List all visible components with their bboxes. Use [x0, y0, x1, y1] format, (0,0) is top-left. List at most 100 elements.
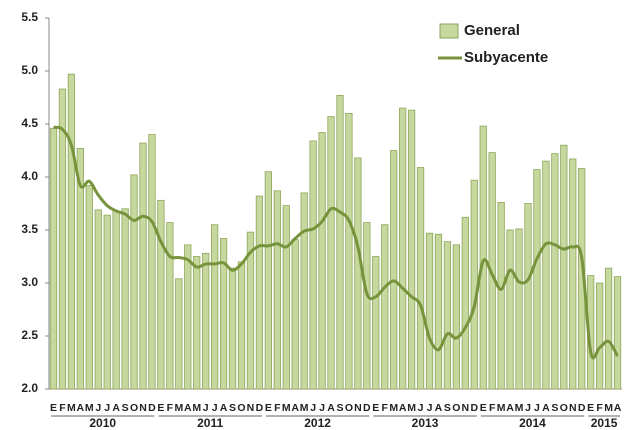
bar — [112, 210, 120, 390]
legend-label: General — [464, 22, 520, 39]
bar — [399, 107, 407, 390]
bar — [533, 169, 541, 390]
x-tick-label: S — [336, 402, 343, 414]
bar — [318, 132, 326, 390]
bar — [416, 167, 425, 390]
bar — [237, 261, 246, 390]
x-tick-label: E — [372, 402, 379, 414]
x-tick-label: D — [256, 402, 264, 414]
x-tick-label: A — [435, 402, 443, 414]
x-tick-label: M — [389, 402, 398, 414]
x-tick-label: O — [560, 402, 568, 414]
x-tick-label: M — [282, 402, 291, 414]
x-tick-label: N — [569, 402, 577, 414]
bar — [372, 256, 380, 390]
bar — [273, 190, 281, 390]
x-tick-label: F — [59, 402, 66, 414]
bar — [175, 278, 183, 390]
x-tick-label: A — [506, 402, 514, 414]
bar — [551, 153, 559, 390]
bar — [139, 142, 147, 390]
x-tick-label: A — [614, 402, 622, 414]
legend-label: Subyacente — [464, 49, 548, 66]
x-tick-label: A — [542, 402, 550, 414]
bar — [363, 222, 371, 390]
x-tick-label: S — [444, 402, 451, 414]
x-tick-label: M — [300, 402, 309, 414]
bar — [211, 224, 219, 390]
bar — [228, 267, 237, 390]
bar — [515, 228, 523, 390]
x-tick-label: D — [578, 402, 586, 414]
y-tick-label: 4.5 — [21, 116, 38, 130]
y-tick-label: 5.5 — [21, 10, 38, 24]
x-tick-label: E — [157, 402, 164, 414]
bar — [336, 94, 344, 390]
bar — [264, 171, 272, 390]
x-tick-label: A — [291, 402, 299, 414]
x-tick-label: M — [604, 402, 613, 414]
x-tick-label: A — [184, 402, 192, 414]
bar — [193, 256, 201, 390]
x-tick-label: O — [452, 402, 460, 414]
bar — [85, 185, 93, 390]
x-tick-label: E — [265, 402, 272, 414]
x-tick-label: F — [489, 402, 496, 414]
bar — [452, 244, 460, 390]
x-tick-label: J — [534, 402, 540, 414]
x-tick-label: M — [85, 402, 94, 414]
x-tick-label: D — [148, 402, 156, 414]
bar — [291, 239, 299, 390]
x-tick-label: O — [345, 402, 353, 414]
bar — [604, 267, 613, 390]
x-tick-label: M — [407, 402, 416, 414]
y-tick-label: 5.0 — [21, 63, 38, 77]
bar — [76, 147, 84, 390]
bar — [94, 209, 102, 390]
x-tick-label: N — [247, 402, 255, 414]
bar — [390, 150, 398, 390]
bar — [470, 179, 478, 390]
x-tick-label: F — [167, 402, 174, 414]
x-tick-label: A — [399, 402, 407, 414]
bar — [560, 144, 568, 390]
bar — [461, 216, 469, 390]
x-tick-label: E — [480, 402, 487, 414]
x-tick-label: N — [354, 402, 362, 414]
x-tick-label: J — [104, 402, 110, 414]
y-tick-label: 3.0 — [21, 275, 38, 289]
x-tick-label: J — [418, 402, 424, 414]
bar — [184, 244, 192, 390]
x-tick-label: M — [497, 402, 506, 414]
x-tick-label: M — [515, 402, 524, 414]
bar — [443, 241, 452, 390]
x-tick-label: M — [174, 402, 183, 414]
bar — [542, 160, 550, 390]
x-tick-label: O — [237, 402, 245, 414]
bar — [255, 195, 264, 390]
x-tick-label: J — [319, 402, 325, 414]
x-tick-label: A — [112, 402, 120, 414]
x-tick-label: J — [525, 402, 531, 414]
y-tick-label: 2.5 — [21, 328, 38, 342]
x-tick-label: F — [382, 402, 389, 414]
year-label: 2011 — [197, 416, 223, 430]
x-tick-label: E — [50, 402, 57, 414]
x-tick-label: F — [596, 402, 603, 414]
x-tick-label: M — [67, 402, 76, 414]
x-tick-label: D — [363, 402, 371, 414]
x-tick-label: S — [551, 402, 558, 414]
x-tick-label: F — [274, 402, 281, 414]
x-tick-label: J — [427, 402, 433, 414]
x-tick-label: O — [130, 402, 138, 414]
bar — [595, 282, 604, 390]
bar — [67, 73, 76, 390]
y-tick-label: 3.5 — [21, 222, 38, 236]
bar — [103, 214, 111, 390]
bar — [148, 134, 156, 390]
bar — [479, 125, 487, 390]
x-tick-label: S — [229, 402, 236, 414]
x-tick-label: A — [327, 402, 335, 414]
x-tick-label: J — [310, 402, 316, 414]
